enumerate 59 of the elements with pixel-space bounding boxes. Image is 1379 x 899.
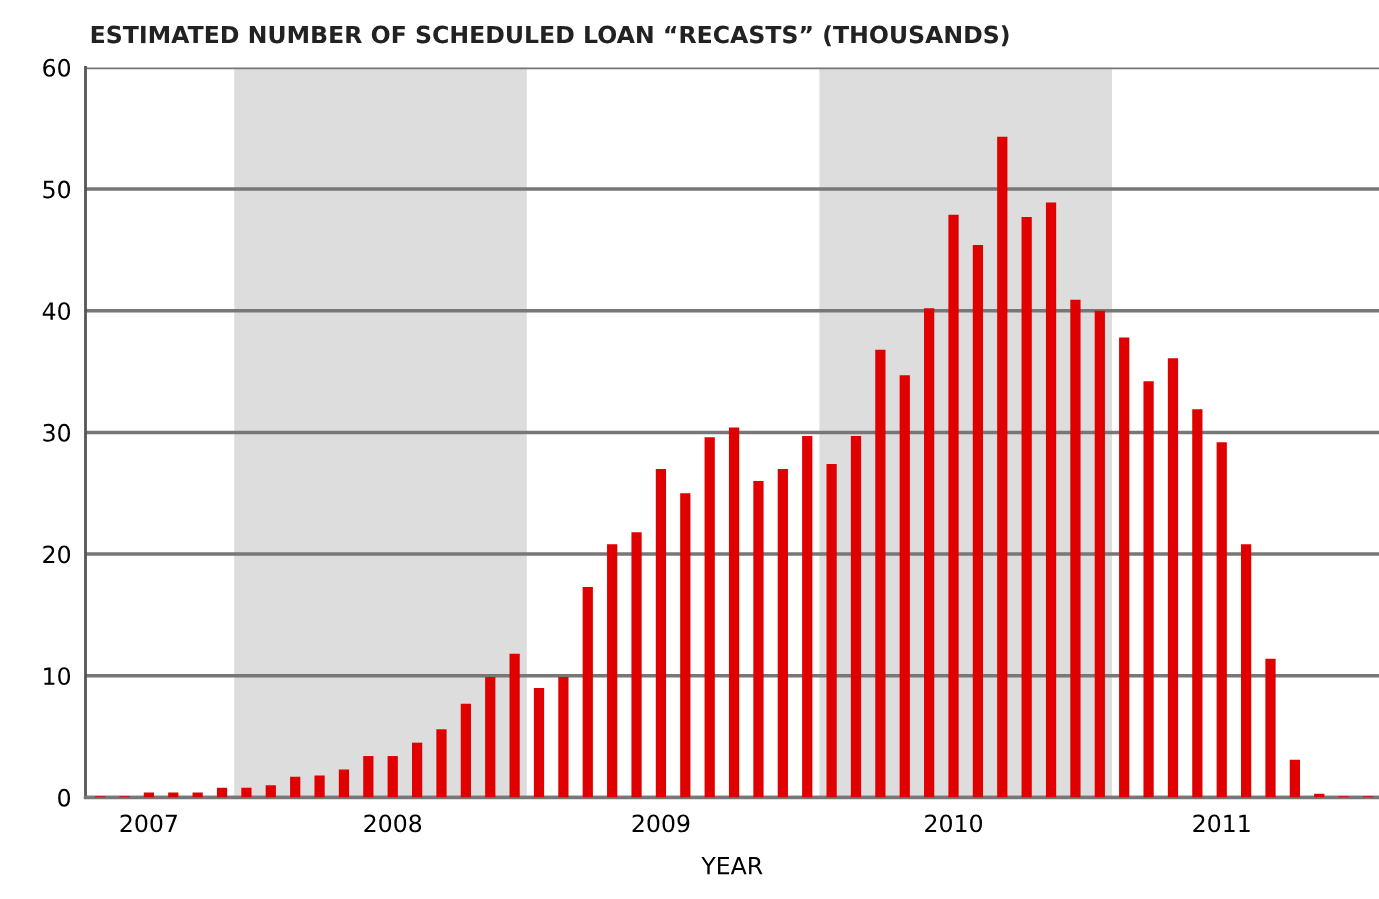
bar [1045, 202, 1057, 798]
bar [216, 787, 228, 798]
bar [997, 136, 1008, 798]
bar [972, 245, 984, 798]
bar [363, 756, 374, 798]
bar [1192, 409, 1203, 798]
bar [241, 787, 252, 798]
bar [1094, 310, 1105, 798]
bar [1265, 658, 1276, 798]
bar [387, 756, 398, 798]
bar [1021, 217, 1032, 798]
bar [1216, 442, 1227, 798]
bar [558, 676, 569, 798]
bar [631, 532, 642, 798]
chart-title: ESTIMATED NUMBER OF SCHEDULED LOAN “RECASTS” (THOUSANDS) [91, 25, 1009, 47]
bar [680, 493, 691, 798]
bar [1143, 381, 1154, 798]
bar [265, 785, 276, 798]
x-tick-label: 2007 [120, 814, 177, 833]
x-tick-label: 2010 [925, 814, 982, 833]
bar [1070, 299, 1081, 798]
bar [411, 742, 423, 798]
bar [436, 729, 447, 798]
y-tick-label: 60 [43, 58, 71, 77]
bar [290, 776, 301, 798]
bar [948, 214, 959, 798]
y-tick-label: 40 [42, 302, 71, 321]
x-tick-label: 2008 [364, 814, 422, 833]
y-tick-label: 20 [43, 545, 71, 564]
bar [826, 464, 837, 798]
y-tick-label: 0 [58, 788, 71, 807]
bar [875, 349, 886, 798]
bar [924, 308, 935, 798]
bar [850, 436, 862, 798]
x-tick-label: 2011 [1193, 814, 1250, 833]
bar [338, 769, 350, 798]
y-tick-label: 30 [43, 423, 71, 442]
bar [1240, 544, 1252, 798]
y-tick-label: 10 [44, 667, 71, 686]
y-tick-label: 50 [43, 180, 71, 199]
x-axis-title: YEAR [701, 857, 763, 875]
bar [314, 775, 325, 798]
bar [728, 427, 740, 798]
bar [1119, 337, 1130, 798]
bar [533, 687, 545, 798]
bar [802, 436, 813, 798]
bar [509, 653, 520, 798]
bar [460, 703, 471, 798]
bar [899, 375, 910, 798]
bar [1167, 358, 1179, 798]
bar [485, 676, 496, 798]
bar [582, 586, 593, 798]
x-tick-label: 2009 [632, 814, 690, 833]
bar [753, 481, 764, 798]
bar [607, 544, 618, 798]
bar [1289, 759, 1300, 798]
bar [655, 468, 667, 798]
bar [704, 437, 715, 798]
bar [777, 468, 788, 798]
